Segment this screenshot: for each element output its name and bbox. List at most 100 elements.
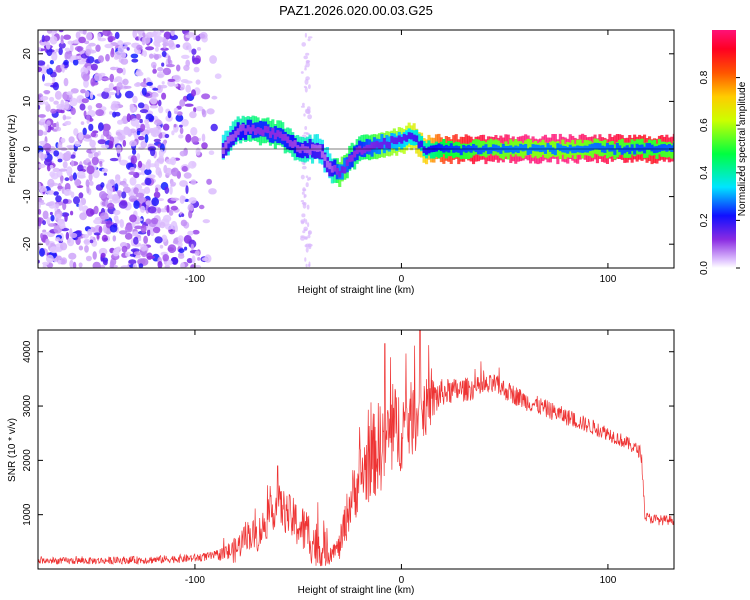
spectrogram-track-cell xyxy=(638,145,642,152)
spectrogram-noise-cell xyxy=(72,172,77,181)
spectrogram-track-cell xyxy=(553,148,557,156)
spectrogram-noise-cell xyxy=(170,30,176,37)
spectrogram-noise-cell xyxy=(198,204,205,210)
spectrogram-noise-cell xyxy=(85,58,91,64)
spectrogram-noise-cell xyxy=(170,156,177,166)
spectrogram-noise-cell xyxy=(70,88,79,94)
spectrogram-track-cell xyxy=(226,136,230,152)
spectrogram-track-cell xyxy=(261,129,265,137)
spectrogram-noise-cell xyxy=(46,254,54,263)
spectrogram-noise-cell xyxy=(195,35,201,42)
spectrogram-track-cell xyxy=(472,144,476,151)
spectrogram-noise-cell xyxy=(308,261,311,267)
spectrogram-noise-cell xyxy=(80,89,86,94)
spectrogram-noise-cell xyxy=(201,93,211,100)
snr-ytick-label: 2000 xyxy=(22,449,33,472)
spectrogram-track-cell xyxy=(256,127,260,134)
spectrogram-track-cell xyxy=(608,144,612,152)
spectrogram-track-cell xyxy=(643,146,647,154)
spectrogram-track-cell xyxy=(556,143,560,150)
spectrogram-noise-cell xyxy=(73,196,80,205)
spectrogram-noise-cell xyxy=(82,234,89,239)
spectrogram-noise-cell xyxy=(304,108,310,114)
spectrogram-noise-cell xyxy=(173,83,179,87)
spectrogram-noise-cell xyxy=(110,49,115,58)
spectrogram-track-cell xyxy=(486,147,490,155)
spectrogram-noise-cell xyxy=(304,126,308,130)
spectrogram-noise-cell xyxy=(54,90,62,100)
spectrogram-noise-cell xyxy=(146,229,151,237)
spectrogram-track-cell xyxy=(298,146,302,154)
spectrogram-track-cell xyxy=(254,128,258,135)
spectrogram-noise-cell xyxy=(60,35,64,42)
spectrogram-noise-cell xyxy=(191,89,196,97)
spectrogram-track-cell xyxy=(630,144,634,151)
spectrogram-noise-cell xyxy=(145,218,152,225)
spectrogram-noise-cell xyxy=(125,251,132,257)
spectrogram-noise-cell xyxy=(188,197,197,204)
spectrogram-noise-cell xyxy=(211,95,218,100)
spectrogram-noise-cell xyxy=(45,42,51,50)
spectrogram-track-cell xyxy=(558,143,562,160)
spectrogram-noise-cell xyxy=(114,111,121,117)
spectrogram-noise-cell xyxy=(40,233,44,239)
spectrogram-noise-cell xyxy=(308,243,313,247)
spectrogram-noise-cell xyxy=(307,230,311,236)
spectrogram-noise-cell xyxy=(103,224,107,234)
spectrogram-noise-cell xyxy=(44,124,49,132)
spectrogram-track-cell xyxy=(546,143,550,159)
spectrogram-noise-cell xyxy=(166,204,170,213)
colorbar-tick-label: 0.6 xyxy=(699,118,710,132)
spectrogram-noise-cell xyxy=(152,226,161,234)
spectrogram-track-cell xyxy=(477,147,481,155)
colorbar-tick-label: 0.4 xyxy=(699,165,710,179)
spectrogram-noise-cell xyxy=(60,175,64,184)
spectrogram-noise-cell xyxy=(58,30,64,33)
spectrogram-track-cell xyxy=(236,128,240,135)
spectrogram-track-cell xyxy=(462,145,466,152)
spectrogram-noise-cell xyxy=(307,114,312,120)
spectrogram-noise-cell xyxy=(69,97,78,107)
spectrogram-noise-cell xyxy=(183,172,192,179)
spectrogram-track-cell xyxy=(519,143,523,151)
spectrogram-noise-cell xyxy=(129,253,136,257)
spectrogram-noise-cell xyxy=(191,48,197,55)
spectrogram-noise-cell xyxy=(95,44,101,52)
spectrogram-noise-cell xyxy=(300,200,305,203)
spectrogram-noise-cell xyxy=(306,60,311,63)
spectrogram-track-cell xyxy=(231,134,235,141)
spectrogram-noise-cell xyxy=(44,101,49,106)
spectrogram-track-cell xyxy=(491,144,495,151)
spectrogram-noise-cell xyxy=(42,131,48,136)
spectrogram-track-cell xyxy=(283,134,287,141)
spectrogram-noise-cell xyxy=(308,84,311,89)
spectrogram-track-cell xyxy=(434,144,438,152)
spectrogram-noise-cell xyxy=(140,243,148,252)
spectrogram-noise-cell xyxy=(303,55,309,60)
spectrogram-noise-cell xyxy=(139,109,149,114)
spectrogram-noise-cell xyxy=(135,192,145,198)
snr-ytick-label: 3000 xyxy=(22,394,33,417)
spectrogram-noise-cell xyxy=(117,119,124,125)
spectrogram-noise-cell xyxy=(176,64,181,72)
spectrogram-noise-cell xyxy=(98,247,108,256)
spectrogram-noise-cell xyxy=(135,71,144,77)
spectrogram-noise-cell xyxy=(77,164,84,172)
spectrogram-noise-cell xyxy=(53,150,60,157)
spectrogram-noise-cell xyxy=(85,158,90,163)
spectrogram-noise-cell xyxy=(128,195,138,203)
spectrogram-noise-cell xyxy=(147,174,156,179)
snr-xtick-label: 0 xyxy=(399,575,405,586)
spectrogram-noise-cell xyxy=(46,67,53,75)
spectrogram-track-cell xyxy=(521,144,525,152)
spectrogram-track-cell xyxy=(353,150,357,158)
spectrogram-noise-cell xyxy=(162,67,172,76)
spectrogram-noise-cell xyxy=(90,63,98,71)
spectrogram-noise-cell xyxy=(199,31,208,40)
spectrogram-track-cell xyxy=(291,141,295,148)
spectrogram-track-cell xyxy=(288,140,292,147)
spectrogram-noise-cell xyxy=(304,257,307,262)
spectrogram-noise-cell xyxy=(170,181,177,187)
spectrogram-track-cell xyxy=(645,142,649,158)
